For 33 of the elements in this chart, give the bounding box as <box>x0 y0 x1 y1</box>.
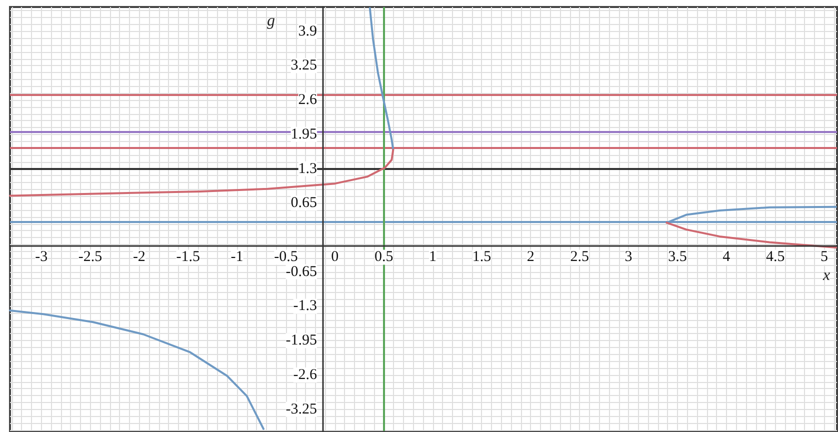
x-tick-label: 4.5 <box>766 249 785 266</box>
x-tick-label: 3 <box>624 249 632 266</box>
x-tick-label: 0.5 <box>374 249 394 266</box>
x-tick-label: 4 <box>722 249 731 266</box>
x-tick-label: 0 <box>331 249 339 266</box>
x-tick-label: -2.5 <box>78 249 102 266</box>
x-tick-label: -3 <box>35 249 48 266</box>
y-tick-label: 0.65 <box>290 195 318 212</box>
x-tick-label: 2 <box>526 249 534 266</box>
y-tick-label: 3.25 <box>290 58 318 74</box>
x-tick-label: 3.5 <box>668 249 687 266</box>
x-tick-label: 5 <box>820 249 828 266</box>
y-tick-label: 3.9 <box>298 23 318 40</box>
y-tick-label: -0.65 <box>286 264 318 280</box>
x-tick-label: 1.5 <box>472 249 492 266</box>
x-tick-label: -1.5 <box>176 249 200 266</box>
y-tick-label: -3.25 <box>286 401 318 418</box>
y-tick-label: 1.95 <box>290 126 318 142</box>
y-tick-label: 1.3 <box>298 160 318 177</box>
x-axis-title: x <box>822 267 830 284</box>
x-tick-label: -0.5 <box>274 249 298 266</box>
line-series <box>368 7 394 151</box>
y-tick-label: -1.3 <box>293 298 318 314</box>
y-tick-label: 2.6 <box>298 92 318 108</box>
y-axis-title: g <box>267 12 276 30</box>
x-tick-label: -2 <box>132 249 146 266</box>
x-tick-label: 2.5 <box>570 249 589 266</box>
y-tick-label: -2.6 <box>293 366 318 383</box>
line-series <box>9 309 264 430</box>
y-tick-label: -1.95 <box>286 332 318 349</box>
x-tick-label: -1 <box>230 249 244 266</box>
x-tick-label: 1 <box>429 249 437 266</box>
line-series <box>666 222 838 249</box>
